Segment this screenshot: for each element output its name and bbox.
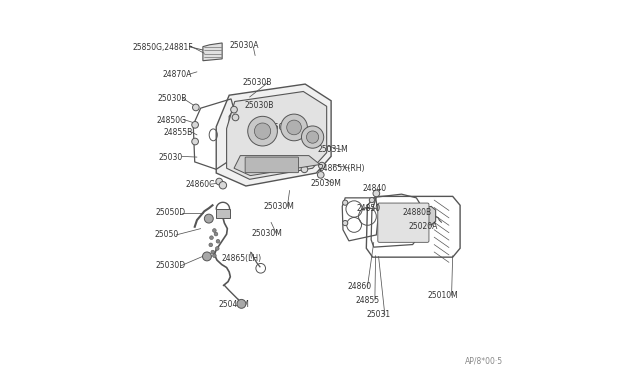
- Circle shape: [202, 252, 211, 261]
- Circle shape: [342, 200, 348, 205]
- Text: 24865X(RH): 24865X(RH): [318, 164, 365, 173]
- Text: 25030M: 25030M: [252, 229, 283, 238]
- Text: 25030M: 25030M: [310, 179, 341, 187]
- Circle shape: [212, 254, 216, 257]
- FancyBboxPatch shape: [378, 203, 429, 242]
- Text: 24865(LH): 24865(LH): [221, 254, 262, 263]
- Circle shape: [193, 104, 199, 111]
- Text: 25030: 25030: [158, 153, 182, 161]
- Circle shape: [281, 114, 307, 141]
- Circle shape: [216, 178, 223, 185]
- Circle shape: [210, 236, 213, 240]
- Circle shape: [219, 182, 227, 189]
- Polygon shape: [203, 43, 222, 61]
- Polygon shape: [227, 92, 326, 179]
- Text: 25010M: 25010M: [428, 291, 458, 300]
- Circle shape: [214, 232, 218, 236]
- Circle shape: [287, 120, 301, 135]
- Text: 25043M: 25043M: [219, 300, 250, 309]
- Circle shape: [317, 171, 324, 178]
- Polygon shape: [216, 84, 331, 186]
- Text: 25030M: 25030M: [264, 202, 294, 211]
- Circle shape: [373, 190, 380, 197]
- Circle shape: [319, 162, 325, 169]
- Circle shape: [301, 126, 324, 148]
- Text: 25050D: 25050D: [156, 208, 186, 217]
- Text: 25030B: 25030B: [243, 78, 272, 87]
- Circle shape: [192, 122, 198, 128]
- Text: 25030A: 25030A: [229, 41, 259, 50]
- Circle shape: [230, 106, 237, 113]
- Circle shape: [342, 221, 348, 226]
- Circle shape: [307, 131, 319, 143]
- Text: 24860C: 24860C: [186, 180, 215, 189]
- Circle shape: [248, 116, 277, 146]
- Text: 24855: 24855: [355, 296, 380, 305]
- Text: 24880B: 24880B: [403, 208, 431, 217]
- Text: 25020A: 25020A: [408, 222, 438, 231]
- Circle shape: [192, 138, 198, 145]
- FancyBboxPatch shape: [245, 157, 298, 173]
- Circle shape: [304, 160, 310, 166]
- Circle shape: [216, 247, 219, 250]
- Text: 24850G: 24850G: [157, 116, 187, 125]
- Circle shape: [209, 243, 212, 247]
- Text: 25030M: 25030M: [269, 123, 300, 132]
- Text: 24855B: 24855B: [164, 128, 193, 137]
- Polygon shape: [216, 209, 230, 218]
- Circle shape: [232, 114, 239, 121]
- Text: 24860: 24860: [348, 282, 372, 291]
- Text: 25031M: 25031M: [317, 145, 348, 154]
- Circle shape: [369, 198, 374, 203]
- Circle shape: [237, 299, 246, 308]
- Text: 24850: 24850: [356, 204, 380, 213]
- Text: AP/8*00·5: AP/8*00·5: [465, 357, 504, 366]
- Circle shape: [301, 166, 308, 173]
- Text: 24840: 24840: [363, 185, 387, 193]
- Text: 25850G,24881F: 25850G,24881F: [132, 42, 193, 51]
- Text: 25030D: 25030D: [156, 261, 186, 270]
- Circle shape: [212, 229, 216, 232]
- Polygon shape: [234, 155, 320, 176]
- Circle shape: [204, 214, 213, 223]
- Text: 24870A: 24870A: [163, 70, 192, 79]
- Circle shape: [211, 250, 214, 254]
- Text: 25050: 25050: [154, 230, 179, 240]
- Polygon shape: [417, 206, 436, 225]
- Text: 25030B: 25030B: [244, 101, 273, 110]
- Text: 25030B: 25030B: [157, 94, 186, 103]
- Circle shape: [216, 240, 220, 243]
- Text: 25031: 25031: [367, 311, 390, 320]
- Circle shape: [255, 123, 271, 139]
